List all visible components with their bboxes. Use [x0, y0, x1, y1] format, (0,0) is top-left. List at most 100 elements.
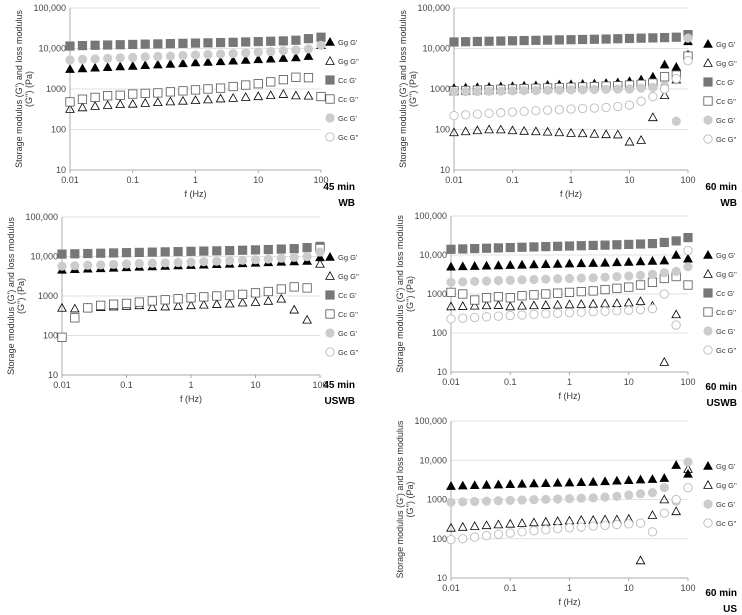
data-point — [683, 245, 693, 256]
data-point — [541, 494, 551, 504]
data-point — [276, 244, 286, 254]
data-point — [212, 256, 222, 266]
legend-entry: Gg G' — [716, 251, 736, 260]
legend-entry: Gg G' — [716, 40, 736, 49]
data-point — [303, 44, 314, 54]
data-point — [109, 299, 119, 309]
data-point — [278, 89, 289, 98]
data-point — [577, 128, 588, 138]
data-point — [659, 32, 670, 43]
data-point — [554, 104, 564, 115]
data-point — [77, 102, 88, 112]
data-point — [540, 478, 551, 487]
y-tick-label: 100,000 — [25, 212, 58, 222]
data-point — [121, 298, 132, 308]
legend-marker — [325, 309, 335, 319]
data-point — [624, 490, 634, 500]
data-point — [481, 520, 492, 530]
data-point — [481, 260, 492, 270]
data-point — [505, 518, 516, 528]
data-point — [203, 38, 213, 48]
data-point — [263, 286, 273, 297]
data-point — [484, 108, 494, 119]
data-point — [683, 232, 693, 243]
data-point — [470, 312, 480, 323]
data-point — [624, 282, 634, 292]
data-point — [659, 483, 669, 493]
data-point — [115, 53, 125, 63]
data-point — [578, 34, 588, 45]
data-point — [203, 49, 213, 60]
data-point — [541, 274, 551, 284]
series-circle-filled — [65, 40, 326, 65]
data-point — [250, 255, 261, 265]
data-point — [529, 242, 539, 252]
data-point — [505, 260, 516, 269]
y-tick-label: 1000 — [427, 289, 447, 299]
data-point — [566, 35, 576, 45]
data-point — [635, 474, 646, 484]
data-point — [493, 292, 504, 302]
data-point — [636, 134, 647, 144]
data-point — [140, 88, 150, 98]
data-point — [315, 258, 325, 268]
data-point — [612, 475, 622, 485]
data-point — [541, 525, 551, 535]
data-point — [457, 480, 468, 490]
data-point — [215, 93, 226, 103]
data-point — [203, 84, 213, 94]
series-square-filled — [449, 30, 693, 47]
data-point — [57, 332, 67, 342]
data-point — [302, 251, 312, 262]
data-point — [600, 492, 610, 502]
data-point — [291, 72, 301, 82]
data-point — [553, 524, 563, 534]
data-point — [481, 479, 492, 489]
data-point — [505, 310, 515, 321]
data-point — [517, 275, 527, 285]
data-point — [470, 496, 480, 507]
data-point — [57, 302, 67, 312]
data-point — [529, 259, 539, 269]
data-point — [577, 103, 588, 114]
data-point — [612, 257, 622, 267]
data-point — [529, 300, 539, 310]
y-tick-label: 100,000 — [33, 3, 66, 13]
data-point — [302, 314, 312, 324]
data-point — [493, 496, 504, 506]
data-point — [449, 110, 459, 121]
data-point — [190, 38, 201, 48]
data-point — [302, 243, 312, 253]
data-point — [600, 272, 610, 282]
data-point — [302, 283, 312, 293]
data-point — [458, 244, 468, 254]
data-point — [540, 259, 551, 268]
data-point — [65, 55, 75, 65]
data-point — [542, 85, 553, 95]
y-tick-label: 10 — [56, 165, 66, 175]
data-point — [253, 54, 264, 64]
x-tick-label: 0.1 — [504, 583, 517, 593]
data-point — [147, 302, 158, 311]
x-tick-label: 1 — [193, 175, 198, 185]
series-circle-filled — [57, 247, 325, 271]
legend-entry: Gg G'' — [716, 270, 737, 279]
data-point — [671, 320, 681, 330]
data-point — [127, 60, 138, 70]
legend-marker — [703, 479, 713, 489]
data-point — [529, 517, 539, 527]
data-point — [198, 299, 209, 309]
data-point — [671, 249, 682, 259]
data-point — [578, 85, 588, 95]
data-point — [250, 297, 261, 306]
y-axis-label: Storage modulus (G') and loss modulus(G'… — [14, 10, 34, 168]
data-point — [265, 53, 276, 63]
data-point — [291, 90, 301, 100]
x-tick-label: 1 — [567, 583, 572, 593]
data-point — [470, 295, 480, 305]
data-point — [178, 86, 188, 96]
legend-entry: Gg G'' — [716, 59, 737, 68]
data-point — [237, 297, 248, 307]
data-point — [493, 260, 504, 270]
data-point — [553, 494, 563, 504]
